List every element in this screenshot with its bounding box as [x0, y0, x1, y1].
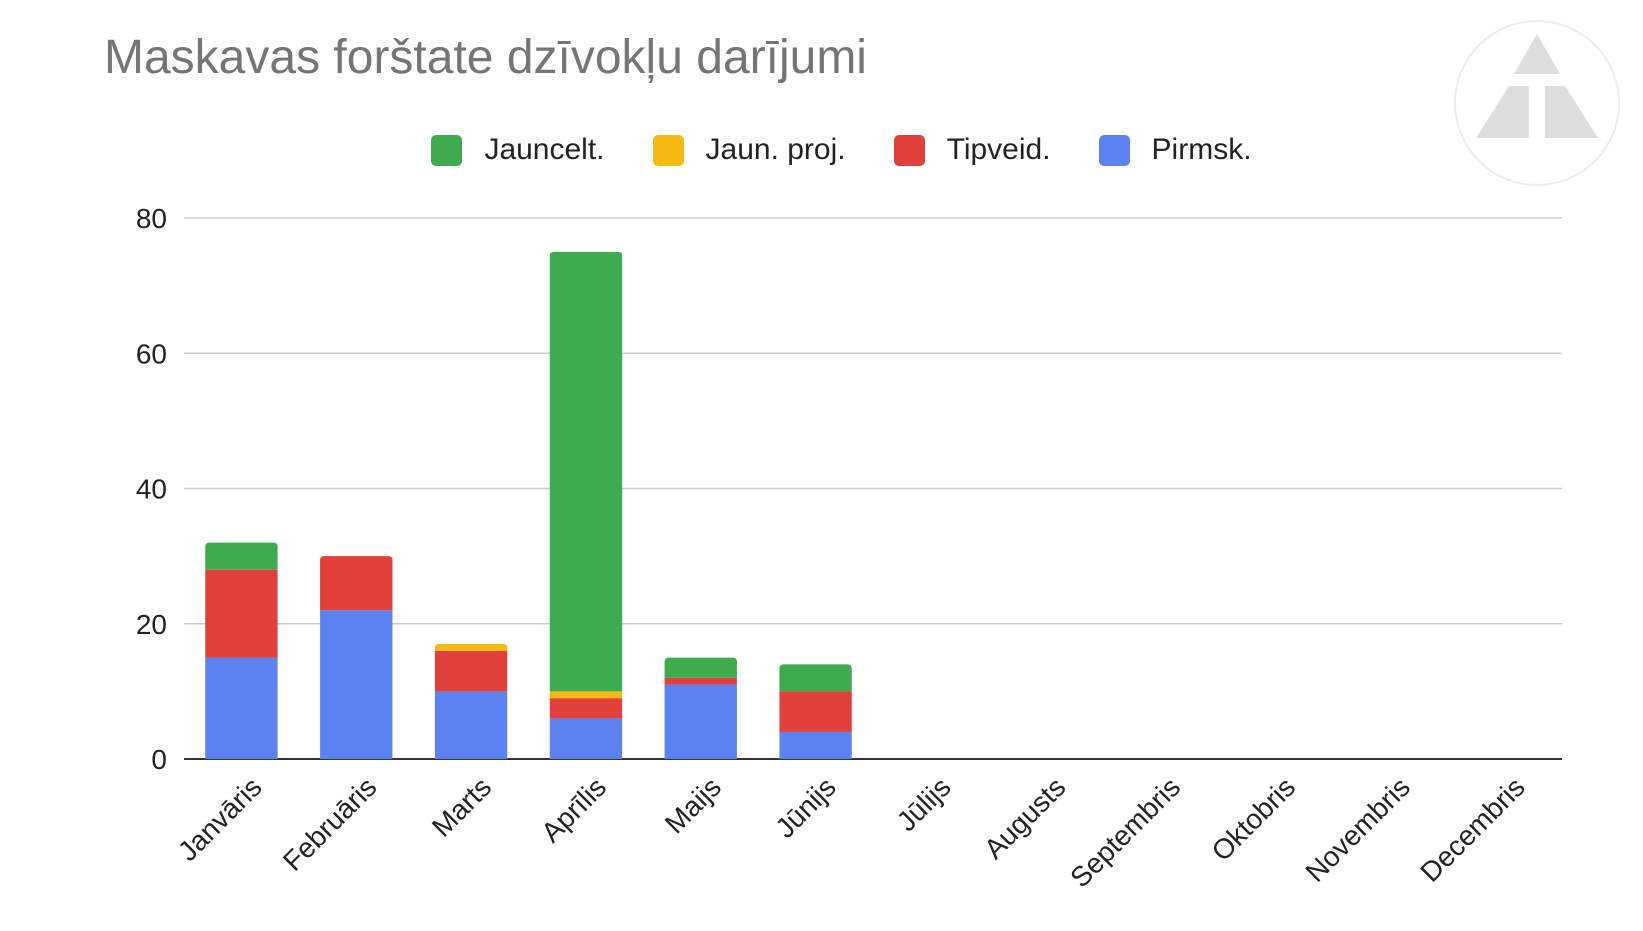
y-tick-label: 20 — [136, 609, 167, 640]
y-axis-ticks: 0 20 40 60 80 — [136, 203, 167, 775]
bar-segment — [664, 684, 737, 759]
bars — [205, 251, 852, 759]
bar-segment — [549, 691, 623, 699]
legend-label: Jauncelt. — [484, 133, 605, 166]
y-tick-label: 60 — [136, 338, 167, 369]
bar-segment — [320, 610, 393, 759]
y-tick-label: 0 — [151, 744, 167, 775]
x-tick-label: Septembris — [1064, 771, 1186, 893]
triangle-logo-icon — [1454, 20, 1620, 186]
legend-item: Jauncelt. — [431, 133, 605, 167]
bar-segment — [434, 691, 508, 759]
x-tick-label: Februāris — [277, 771, 383, 877]
x-tick-label: Aprīlis — [535, 771, 612, 848]
chart-title: Maskavas forštate dzīvokļu darījumi — [104, 31, 867, 84]
bar-segment — [779, 731, 852, 759]
bar-segment — [549, 698, 623, 719]
x-tick-label: Jūnijs — [769, 771, 842, 844]
bar-segment — [549, 718, 623, 759]
legend-swatch — [431, 134, 463, 166]
legend-swatch — [652, 134, 684, 166]
legend: Jauncelt. Jaun. proj. Tipveid. Pirmsk. — [0, 128, 1643, 172]
legend-label: Jaun. proj. — [705, 133, 846, 166]
legend-item: Jaun. proj. — [652, 133, 846, 167]
legend-swatch — [893, 134, 925, 166]
x-tick-label: Augusts — [978, 771, 1071, 864]
gridlines — [184, 217, 1562, 760]
bar-segment — [205, 569, 278, 658]
legend-swatch — [1098, 134, 1130, 166]
legend-item: Pirmsk. — [1098, 133, 1252, 167]
bar-segment — [205, 657, 278, 759]
x-axis-ticks: Janvāris Februāris Marts Aprīlis Maijs Jūnijs… — [172, 771, 1531, 893]
x-tick-label: Jūlijs — [891, 771, 957, 837]
bar-segment — [549, 251, 623, 692]
x-tick-label: Janvāris — [172, 771, 268, 867]
bar-segment — [434, 644, 508, 651]
bar-segment — [320, 556, 393, 611]
bar-segment — [779, 664, 852, 692]
x-tick-label: Novembris — [1299, 771, 1416, 888]
y-tick-label: 80 — [136, 203, 167, 234]
bar-segment — [664, 677, 737, 685]
bar-segment — [779, 691, 852, 732]
legend-label: Tipveid. — [946, 133, 1051, 166]
x-tick-label: Oktobris — [1206, 771, 1302, 867]
legend-label: Pirmsk. — [1151, 133, 1252, 166]
legend-item: Tipveid. — [893, 133, 1051, 167]
x-tick-label: Maijs — [659, 771, 727, 839]
bar-segment — [434, 650, 508, 692]
x-tick-label: Marts — [426, 771, 497, 842]
x-tick-label: Decembris — [1414, 771, 1531, 888]
y-tick-label: 40 — [136, 474, 167, 505]
bar-segment — [664, 657, 737, 678]
bar-segment — [205, 542, 278, 570]
